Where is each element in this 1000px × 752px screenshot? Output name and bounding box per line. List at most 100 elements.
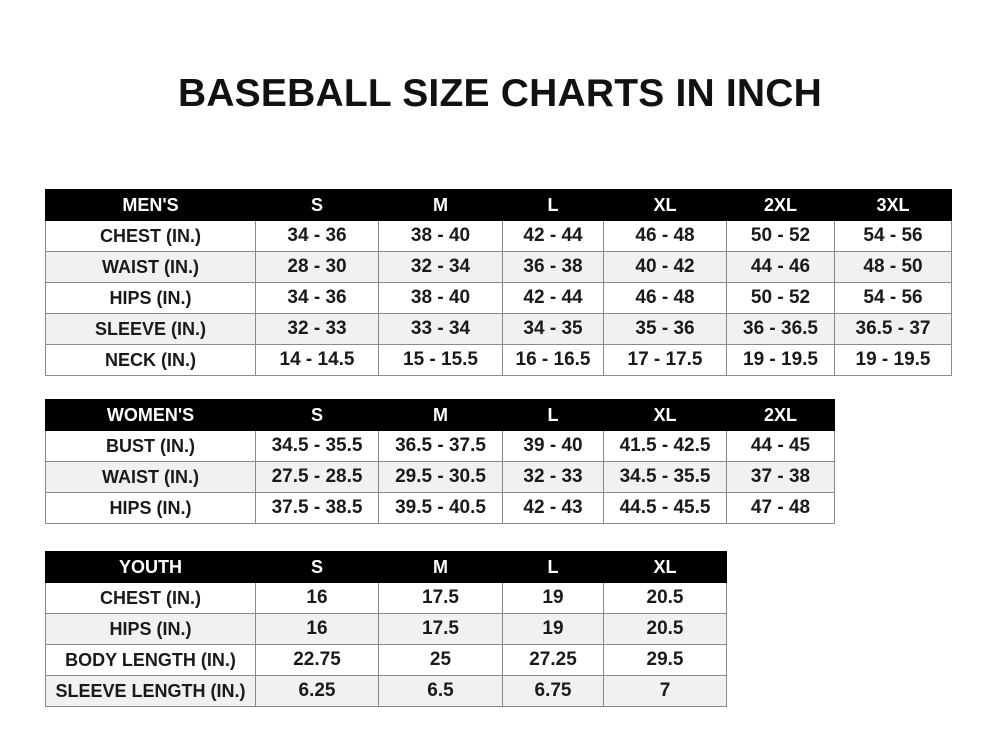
category-header: WOMEN'S (45, 399, 256, 431)
size-value: 28 - 30 (255, 251, 379, 283)
mens-size-table: MEN'S S M L XL 2XL 3XL CHEST (IN.) 34 - 36 38 - 4… (45, 189, 952, 376)
table-row: CHEST (IN.) 34 - 36 38 - 40 42 - 44 46 - 48 5… (45, 220, 952, 252)
size-value: 17.5 (378, 582, 503, 614)
size-value: 27.5 - 28.5 (255, 461, 379, 493)
size-value: 27.25 (502, 644, 604, 676)
size-header: S (255, 551, 379, 583)
category-header: YOUTH (45, 551, 256, 583)
size-value: 41.5 - 42.5 (603, 430, 727, 462)
size-value: 42 - 44 (502, 220, 604, 252)
table-row: WAIST (IN.) 28 - 30 32 - 34 36 - 38 40 - 42 4… (45, 251, 952, 283)
size-value: 40 - 42 (603, 251, 727, 283)
size-header: L (502, 551, 604, 583)
table-header-row: YOUTH S M L XL (45, 551, 727, 583)
size-value: 17 - 17.5 (603, 344, 727, 376)
womens-size-table: WOMEN'S S M L XL 2XL BUST (IN.) 34.5 - 35.5 36.5… (45, 399, 835, 524)
size-value: 46 - 48 (603, 220, 727, 252)
measurement-label: HIPS (IN.) (45, 613, 256, 645)
size-value: 44 - 46 (726, 251, 835, 283)
measurement-label: HIPS (IN.) (45, 492, 256, 524)
size-value: 38 - 40 (378, 282, 503, 314)
size-header: M (378, 399, 503, 431)
youth-size-table: YOUTH S M L XL CHEST (IN.) 16 17.5 19 20.5 HIPS (I… (45, 551, 727, 707)
size-header: L (502, 189, 604, 221)
table-row: WAIST (IN.) 27.5 - 28.5 29.5 - 30.5 32 - 33… (45, 461, 835, 493)
measurement-label: SLEEVE LENGTH (IN.) (45, 675, 256, 707)
size-value: 36.5 - 37.5 (378, 430, 503, 462)
size-value: 33 - 34 (378, 313, 503, 345)
size-value: 54 - 56 (834, 282, 952, 314)
size-value: 35 - 36 (603, 313, 727, 345)
size-value: 32 - 33 (502, 461, 604, 493)
size-value: 19 - 19.5 (834, 344, 952, 376)
size-value: 36 - 36.5 (726, 313, 835, 345)
size-value: 34.5 - 35.5 (255, 430, 379, 462)
table-header-row: MEN'S S M L XL 2XL 3XL (45, 189, 952, 221)
size-value: 6.25 (255, 675, 379, 707)
size-value: 44.5 - 45.5 (603, 492, 727, 524)
size-value: 6.5 (378, 675, 503, 707)
size-value: 20.5 (603, 582, 727, 614)
size-header: 2XL (726, 189, 835, 221)
size-value: 46 - 48 (603, 282, 727, 314)
measurement-label: SLEEVE (IN.) (45, 313, 256, 345)
size-header: S (255, 399, 379, 431)
size-value: 36.5 - 37 (834, 313, 952, 345)
table-row: BODY LENGTH (IN.) 22.75 25 27.25 29.5 (45, 644, 727, 676)
size-value: 42 - 44 (502, 282, 604, 314)
size-header: XL (603, 399, 727, 431)
size-value: 14 - 14.5 (255, 344, 379, 376)
table-row: SLEEVE LENGTH (IN.) 6.25 6.5 6.75 7 (45, 675, 727, 707)
measurement-label: WAIST (IN.) (45, 251, 256, 283)
size-value: 34 - 35 (502, 313, 604, 345)
size-value: 29.5 - 30.5 (378, 461, 503, 493)
size-value: 37.5 - 38.5 (255, 492, 379, 524)
measurement-label: CHEST (IN.) (45, 220, 256, 252)
size-value: 39 - 40 (502, 430, 604, 462)
size-value: 34.5 - 35.5 (603, 461, 727, 493)
size-header: 2XL (726, 399, 835, 431)
size-value: 19 (502, 582, 604, 614)
measurement-label: HIPS (IN.) (45, 282, 256, 314)
size-value: 42 - 43 (502, 492, 604, 524)
table-row: BUST (IN.) 34.5 - 35.5 36.5 - 37.5 39 - 40 4… (45, 430, 835, 462)
size-value: 48 - 50 (834, 251, 952, 283)
size-value: 7 (603, 675, 727, 707)
table-row: HIPS (IN.) 37.5 - 38.5 39.5 - 40.5 42 - 43 4… (45, 492, 835, 524)
table-row: SLEEVE (IN.) 32 - 33 33 - 34 34 - 35 35 - 36… (45, 313, 952, 345)
table-row: HIPS (IN.) 16 17.5 19 20.5 (45, 613, 727, 645)
size-value: 47 - 48 (726, 492, 835, 524)
category-header: MEN'S (45, 189, 256, 221)
size-header: 3XL (834, 189, 952, 221)
size-value: 15 - 15.5 (378, 344, 503, 376)
size-value: 32 - 33 (255, 313, 379, 345)
table-row: HIPS (IN.) 34 - 36 38 - 40 42 - 44 46 - 48 50… (45, 282, 952, 314)
size-value: 54 - 56 (834, 220, 952, 252)
size-value: 44 - 45 (726, 430, 835, 462)
size-value: 16 (255, 613, 379, 645)
size-value: 16 (255, 582, 379, 614)
page-title: BASEBALL SIZE CHARTS IN INCH (177, 72, 823, 115)
size-value: 19 (502, 613, 604, 645)
size-header: XL (603, 551, 727, 583)
size-value: 39.5 - 40.5 (378, 492, 503, 524)
size-header: S (255, 189, 379, 221)
size-value: 34 - 36 (255, 220, 379, 252)
size-value: 50 - 52 (726, 282, 835, 314)
measurement-label: CHEST (IN.) (45, 582, 256, 614)
size-header: XL (603, 189, 727, 221)
size-header: M (378, 551, 503, 583)
size-header: M (378, 189, 503, 221)
size-value: 37 - 38 (726, 461, 835, 493)
size-value: 50 - 52 (726, 220, 835, 252)
size-header: L (502, 399, 604, 431)
size-value: 17.5 (378, 613, 503, 645)
table-row: NECK (IN.) 14 - 14.5 15 - 15.5 16 - 16.5 17 … (45, 344, 952, 376)
table-header-row: WOMEN'S S M L XL 2XL (45, 399, 835, 431)
measurement-label: BODY LENGTH (IN.) (45, 644, 256, 676)
size-value: 36 - 38 (502, 251, 604, 283)
measurement-label: WAIST (IN.) (45, 461, 256, 493)
size-value: 20.5 (603, 613, 727, 645)
size-value: 6.75 (502, 675, 604, 707)
table-row: CHEST (IN.) 16 17.5 19 20.5 (45, 582, 727, 614)
